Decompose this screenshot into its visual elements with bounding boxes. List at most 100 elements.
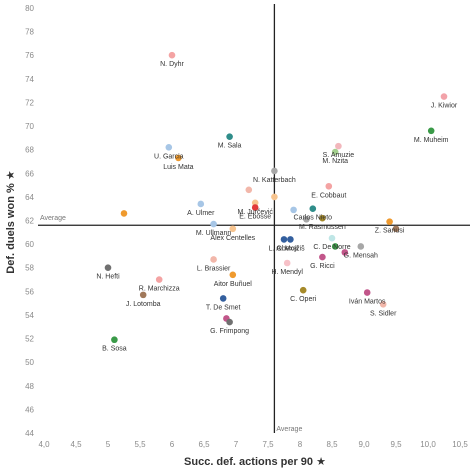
x-tick-label: 6 <box>170 440 175 449</box>
average-label-horizontal: Average <box>40 215 66 222</box>
y-tick-label: 70 <box>25 122 34 131</box>
scatter-point <box>287 236 294 243</box>
y-tick-label: 44 <box>25 429 34 438</box>
scatter-point <box>120 210 128 217</box>
point-label: B. Sosa <box>102 346 127 353</box>
scatter-point <box>229 271 237 279</box>
point-label: J. Lotomba <box>126 301 161 308</box>
x-tick-label: 7 <box>234 440 239 449</box>
point-label: S. Amuzie <box>323 152 355 159</box>
scatter-point <box>226 318 233 326</box>
x-axis-ticks: 4,0 4,5 5 5,5 6 6,5 7 7,5 8 8,5 9,0 9,5 10,0 10,5 <box>38 440 468 449</box>
x-tick-label: 10,0 <box>420 440 436 449</box>
scatter-point <box>319 253 326 261</box>
y-tick-label: 78 <box>25 28 34 37</box>
scatter-point <box>245 186 253 194</box>
x-axis-label: Succ. def. actions per 90 ★ <box>184 456 326 468</box>
point-label: Carlos Nieto <box>294 215 333 222</box>
scatter-point <box>226 133 233 140</box>
point-label: A. Ulmer <box>187 210 215 217</box>
y-tick-label: 72 <box>25 98 34 107</box>
y-tick-label: 56 <box>25 287 34 296</box>
scatter-point <box>210 220 217 228</box>
point-label: G. Ricci <box>310 263 335 270</box>
average-label-vertical: Average <box>276 426 302 433</box>
y-tick-label: 54 <box>25 311 34 320</box>
scatter-point <box>386 218 393 225</box>
scatter-point <box>357 243 365 250</box>
x-tick-label: 5,5 <box>134 440 146 449</box>
data-points <box>104 51 448 344</box>
scatter-point <box>299 286 307 294</box>
point-label: L. Brassier <box>197 265 231 272</box>
y-tick-label: 46 <box>25 405 34 414</box>
scatter-point <box>251 204 259 211</box>
y-tick-label: 68 <box>25 146 34 155</box>
point-label: N. Hefti <box>96 274 120 281</box>
point-label: C. Operi <box>290 296 317 303</box>
y-tick-label: 50 <box>25 358 34 367</box>
point-label: R. Marchizza <box>139 286 180 293</box>
scatter-point <box>331 148 339 156</box>
point-label: N. Katterbach <box>253 177 296 184</box>
point-label: Aitor Buñuel <box>214 281 253 288</box>
y-tick-label: 74 <box>25 75 34 84</box>
scatter-point <box>331 243 339 250</box>
point-label: H. Mendyl <box>271 269 303 276</box>
point-label: L. Obexer <box>269 245 300 252</box>
point-label: G. Frimpong <box>210 328 249 335</box>
y-axis-ticks: 44 46 48 50 52 54 56 58 60 62 64 66 68 70 72 74 76 78 80 <box>25 4 34 438</box>
scatter-point <box>271 193 278 201</box>
point-label: Z. Sanusi <box>375 228 405 235</box>
point-label: G. Mensah <box>344 252 378 259</box>
point-label: S. Sidler <box>370 310 397 317</box>
x-tick-label: 9,5 <box>390 440 402 449</box>
scatter-point <box>111 336 118 344</box>
point-label: Luis Mata <box>163 164 193 171</box>
point-label: A. Mojžiš <box>276 245 305 252</box>
scatter-point <box>280 236 288 243</box>
scatter-point <box>139 291 147 299</box>
point-label: J. Kiwior <box>431 103 458 110</box>
y-tick-label: 58 <box>25 264 34 273</box>
point-label: E. Cobbaut <box>311 192 346 199</box>
scatter-point <box>341 249 349 256</box>
scatter-point <box>325 182 333 190</box>
point-label: T. De Smet <box>206 304 241 311</box>
point-label: Iván Martos <box>349 299 386 306</box>
y-tick-label: 64 <box>25 193 34 202</box>
scatter-point <box>155 276 163 283</box>
point-label: E. Ebosse <box>239 214 271 221</box>
scatter-point <box>363 289 371 296</box>
point-label: M. Nzita <box>322 158 348 165</box>
y-tick-label: 60 <box>25 240 34 249</box>
x-tick-label: 8,5 <box>326 440 338 449</box>
point-label: Álex Centelles <box>210 233 255 242</box>
x-tick-label: 4,5 <box>70 440 82 449</box>
y-tick-label: 52 <box>25 335 34 344</box>
scatter-point <box>303 216 310 223</box>
scatter-point <box>440 93 448 100</box>
point-label: M. Ullmann <box>196 230 232 237</box>
x-tick-label: 10,5 <box>452 440 468 449</box>
scatter-point <box>165 144 173 151</box>
average-lines: Average Average <box>38 4 470 433</box>
scatter-point <box>379 301 387 308</box>
scatter-point <box>328 234 336 242</box>
point-label: C. De Norre <box>313 244 350 251</box>
point-label: N. Dyhr <box>160 61 184 68</box>
scatter-point <box>175 154 182 162</box>
y-tick-label: 80 <box>25 4 34 13</box>
y-tick-label: 48 <box>25 382 34 391</box>
x-tick-label: 8 <box>298 440 303 449</box>
scatter-point <box>104 264 112 272</box>
y-tick-label: 62 <box>25 217 34 226</box>
scatter-point <box>251 199 259 207</box>
point-label: U. Garcia <box>154 153 184 160</box>
point-label: M. Jurčević <box>237 209 273 216</box>
scatter-point <box>392 225 400 233</box>
scatter-point <box>271 167 278 175</box>
x-tick-label: 5 <box>106 440 111 449</box>
scatter-point <box>168 51 176 59</box>
